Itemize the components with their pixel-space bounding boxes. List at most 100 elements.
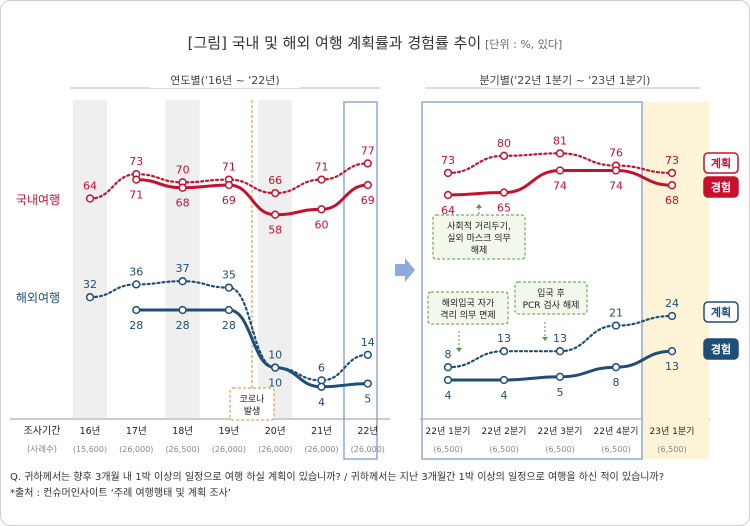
data-label: 37: [176, 262, 190, 275]
sample-label: (26,000): [351, 445, 385, 454]
data-label: 13: [497, 332, 511, 345]
data-label: 4: [445, 389, 452, 402]
data-point: [271, 188, 280, 198]
data-point: [363, 159, 372, 168]
data-point: [271, 363, 280, 372]
data-point: [499, 375, 509, 385]
data-point: [363, 379, 372, 388]
data-label: 60: [315, 218, 329, 231]
data-label: 73: [665, 154, 679, 167]
title-text: [그림] 국내 및 해외 여행 계획률과 경험률 추이: [187, 34, 482, 52]
data-label: 71: [315, 161, 329, 174]
social-note-text: 사회적 거리두기,: [447, 220, 511, 232]
data-point: [224, 305, 234, 315]
legend-overseas-plan: 계획: [711, 305, 731, 319]
data-label: 8: [445, 348, 452, 361]
data-point: [499, 347, 509, 356]
data-label: 76: [609, 147, 623, 160]
data-point: [178, 277, 187, 286]
x-tick-label: 17년: [126, 426, 147, 437]
data-point: [555, 149, 565, 158]
sample-label: (26,000): [119, 445, 153, 454]
sample-label: (26,500): [165, 445, 199, 454]
highlight-fill-23q1: [643, 102, 709, 459]
data-label: 74: [609, 180, 623, 193]
data-label: 24: [665, 297, 679, 310]
data-label: 64: [83, 180, 97, 193]
data-label: 74: [553, 180, 567, 193]
legend-domestic-plan-box: [703, 152, 739, 174]
data-label: 14: [361, 336, 375, 349]
data-label: 81: [553, 134, 567, 147]
data-label: 70: [176, 163, 190, 176]
x-tick-label: 22년 3분기: [538, 426, 583, 437]
data-point: [443, 375, 453, 385]
data-point: [363, 350, 372, 359]
data-point: [667, 168, 677, 178]
data-label: 13: [665, 360, 679, 373]
data-point: [555, 347, 565, 356]
social-note-box: [432, 214, 526, 260]
legend-overseas-exp: 경험: [711, 342, 731, 356]
x-tick-label: 20년: [265, 426, 286, 437]
corona-note-box: [229, 387, 275, 421]
data-label: 28: [129, 319, 143, 332]
data-label: 6: [318, 361, 325, 374]
data-point: [611, 166, 621, 175]
quarter-box: [421, 101, 643, 460]
x-tick-label: 16년: [80, 426, 101, 437]
data-point: [317, 382, 326, 391]
corona-note-text: 코로나: [240, 394, 265, 405]
data-label: 66: [268, 174, 282, 187]
pcr-note-box: [514, 281, 588, 315]
social-note-text: 실외 마스크 의무: [447, 232, 511, 244]
data-point: [443, 190, 453, 200]
data-point: [443, 168, 453, 178]
legend-domestic-plan: 계획: [711, 156, 731, 170]
data-label: 73: [129, 155, 143, 168]
sample-label: (26,000): [304, 445, 338, 454]
data-point: [132, 175, 141, 184]
data-label: 73: [441, 154, 455, 167]
row-samples-label: (사례수): [27, 444, 57, 455]
corona-note-text: 발생: [244, 406, 261, 417]
footer: Q. 귀하께서는 향후 3개월 내 1박 이상의 일정으로 여행 하실 계획이 …: [10, 470, 745, 502]
data-label: 5: [364, 393, 371, 406]
social-note-text: 해제: [471, 245, 488, 256]
panel-title: 분기별('22년 1분기 ~ '23년 1분기): [480, 74, 651, 87]
legend-domestic-exp: 경험: [711, 180, 731, 194]
question-text: Q. 귀하께서는 향후 3개월 내 1박 이상의 일정으로 여행 하실 계획이 …: [10, 472, 665, 483]
data-point: [555, 166, 565, 175]
data-label: 65: [497, 202, 511, 215]
x-tick-label: 23년 1분기: [650, 426, 695, 437]
x-tick-label: 22년 4분기: [594, 426, 639, 437]
data-point: [224, 180, 234, 190]
column-shade: [73, 100, 107, 418]
sample-label: (26,000): [258, 445, 292, 454]
pcr-pointer-head: [542, 337, 548, 341]
highlight-box-22: [343, 101, 378, 460]
data-point: [499, 188, 509, 197]
quarantine-note-text: 격리 의무 면제: [440, 309, 495, 321]
social-pointer-head: [476, 204, 482, 208]
data-point: [271, 210, 280, 219]
data-point: [611, 363, 621, 372]
data-point: [611, 321, 621, 330]
data-label: 21: [609, 307, 623, 320]
data-label: 71: [129, 189, 143, 202]
quarantine-note-box: [427, 291, 509, 325]
data-point: [178, 305, 187, 315]
quarantine-note-text: 해외입국 자가: [442, 297, 495, 309]
overseas-group-label: 해외여행: [16, 290, 60, 305]
data-point: [443, 363, 453, 372]
data-label: 10: [268, 377, 282, 390]
data-point: [555, 372, 565, 381]
sample-label: (15,600): [73, 445, 107, 454]
data-label: 69: [222, 194, 236, 207]
x-tick-label: 21년: [311, 426, 332, 437]
data-point: [224, 283, 234, 292]
data-label: 13: [553, 332, 567, 345]
data-point: [85, 194, 95, 203]
data-label: 69: [361, 194, 375, 207]
